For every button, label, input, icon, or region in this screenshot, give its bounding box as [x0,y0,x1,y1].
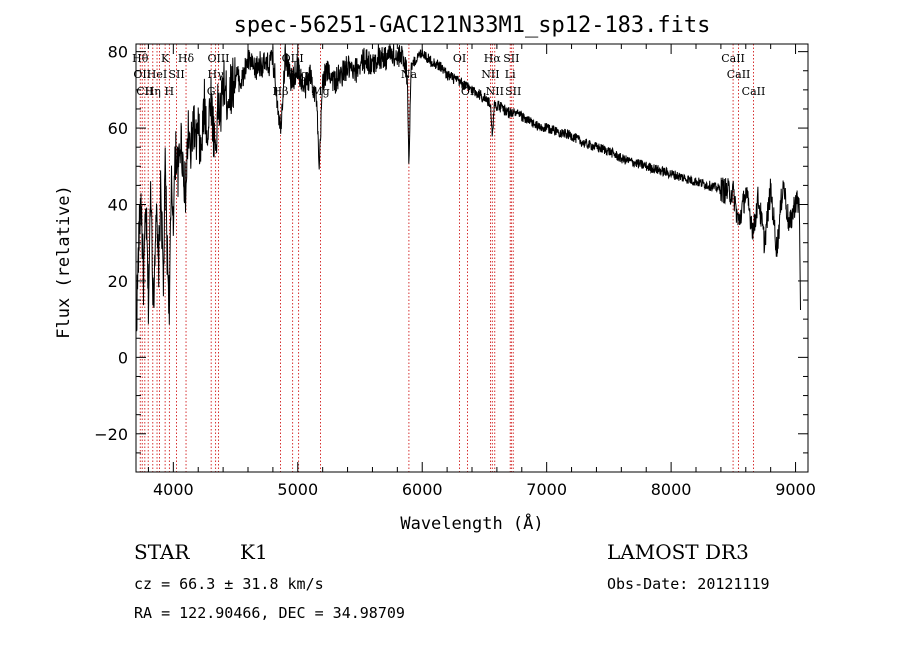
observation-date: Obs-Date: 20121119 [607,575,770,593]
y-tick-label: 0 [118,348,128,367]
line-label: CII [136,85,153,98]
x-axis-label: Wavelength (Å) [400,512,543,534]
survey-name: LAMOST DR3 [607,540,749,564]
y-axis: −20 0 20 40 60 80 [94,43,808,473]
object-class: STAR [134,540,190,564]
spectral-line-markers [139,44,754,472]
y-tick-label: −20 [94,425,128,444]
line-label: Hγ [208,68,225,81]
line-label: Hθ [132,52,149,65]
y-axis-label: Flux (relative) [54,185,74,339]
x-tick-label: 7000 [526,480,567,499]
line-label: H [165,85,175,98]
line-label: SII [505,85,521,98]
x-tick-label: 9000 [775,480,816,499]
x-tick-label: 5000 [277,480,318,499]
object-subclass: K1 [240,540,268,564]
spectrum-line [135,43,801,332]
spectrum-plot: spec-56251-GAC121N33M1_sp12-183.fits Hθ O… [54,13,816,534]
line-label: OIII [207,52,229,65]
line-label: SII [503,52,519,65]
line-label: HeI [147,68,167,81]
line-label: Hα [484,52,502,65]
line-label: CaII [727,68,751,81]
plot-frame [135,43,809,473]
line-label: CaII [742,85,766,98]
line-label: OI [453,52,466,65]
y-tick-label: 60 [108,119,128,138]
x-axis: 4000 5000 6000 7000 8000 9000 [147,44,816,499]
line-label: Hβ [273,85,289,98]
line-label: Na [401,68,418,81]
coordinates: RA = 122.90466, DEC = 34.98709 [134,604,405,622]
x-tick-label: 6000 [402,480,443,499]
line-label: Li [505,68,516,81]
line-label: Hδ [178,52,195,65]
line-label: K [161,52,170,65]
chart-title: spec-56251-GAC121N33M1_sp12-183.fits [234,13,711,38]
y-tick-label: 80 [108,43,128,62]
x-tick-label: 8000 [651,480,692,499]
line-label: Hη [145,85,161,98]
line-label: SII [168,68,184,81]
y-tick-label: 40 [108,196,128,215]
y-tick-label: 20 [108,272,128,291]
line-label: NII [486,85,504,98]
x-tick-label: 4000 [153,480,194,499]
line-label: NII [481,68,499,81]
redshift-velocity: cz = 66.3 ± 31.8 km/s [134,575,324,593]
line-label: CaII [721,52,745,65]
